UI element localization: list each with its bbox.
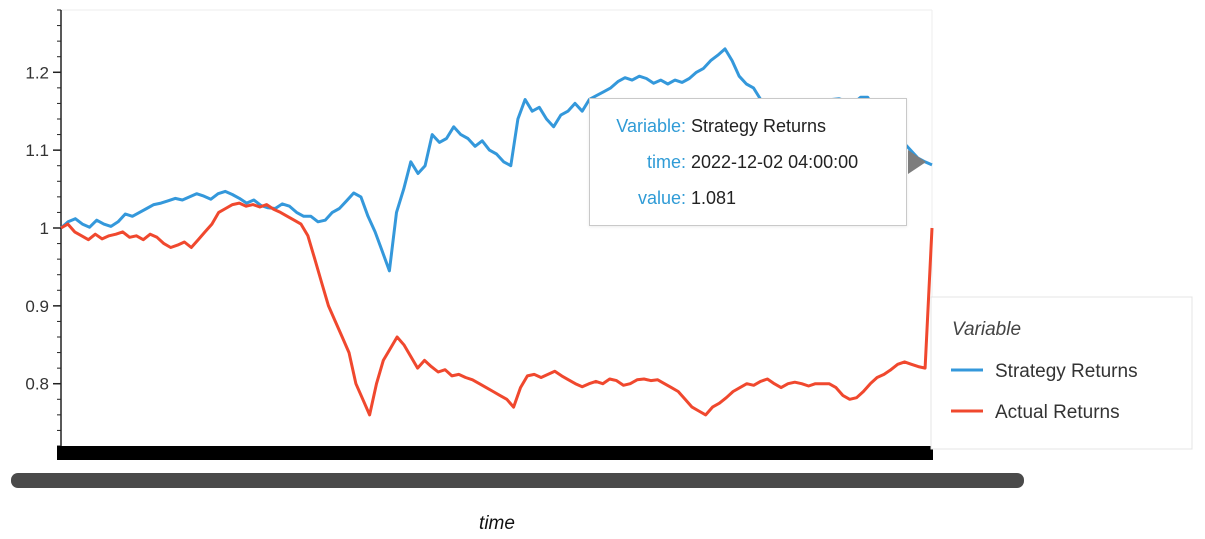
tooltip-key-value: value: <box>637 188 686 208</box>
y-tick-label: 1.2 <box>25 63 49 82</box>
tooltip-row-variable: Variable: Strategy Returns <box>590 114 908 138</box>
y-axis: 1.2 1.1 1 0.9 0.8 <box>25 9 62 447</box>
legend-label-strategy-returns: Strategy Returns <box>995 361 1138 382</box>
x-axis-bar <box>57 446 933 460</box>
legend-title: Variable <box>952 319 1021 340</box>
tooltip-value-variable: Strategy Returns <box>691 116 827 136</box>
hover-tooltip: Variable: Strategy Returns time: 2022-12… <box>589 98 907 226</box>
tooltip-key-variable: Variable: <box>616 116 686 136</box>
y-tick-label: 1.1 <box>25 141 49 160</box>
tooltip-row-time: time: 2022-12-02 04:00:00 <box>590 150 908 174</box>
y-tick-label: 0.8 <box>25 375 49 394</box>
legend-item-strategy-returns[interactable]: Strategy Returns <box>951 361 1138 382</box>
y-tick-label: 1 <box>40 219 49 238</box>
x-axis-title: time <box>479 513 515 534</box>
scroll-bar[interactable] <box>11 473 1024 488</box>
tooltip-row-value: value: 1.081 <box>590 186 908 210</box>
series-line-actual-returns[interactable] <box>60 201 934 417</box>
tooltip-key-time: time: <box>646 152 686 172</box>
tooltip-value-value: 1.081 <box>691 188 737 208</box>
legend-item-actual-returns[interactable]: Actual Returns <box>951 402 1120 423</box>
tooltip-pointer-icon <box>908 150 926 174</box>
plot-background <box>61 10 932 446</box>
legend-label-actual-returns: Actual Returns <box>995 402 1120 423</box>
tooltip-value-time: 2022-12-02 04:00:00 <box>691 152 859 172</box>
legend: Variable Strategy Returns Actual Returns <box>930 296 1193 450</box>
y-tick-label: 0.9 <box>25 297 49 316</box>
legend-box <box>930 296 1193 450</box>
